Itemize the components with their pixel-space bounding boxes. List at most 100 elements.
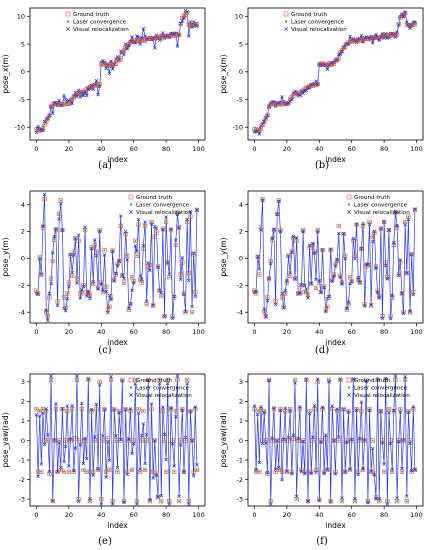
laser-convergence-point (129, 410, 132, 413)
visual-relocalization-point (265, 470, 270, 475)
ground-truth-point (307, 409, 312, 414)
laser-convergence-point (284, 410, 287, 413)
y-tick-label: 3 (21, 378, 25, 386)
ground-truth-point (141, 246, 146, 252)
visual-relocalization-point (42, 192, 47, 197)
visual-relocalization-point (41, 411, 45, 415)
visual-relocalization-point (177, 226, 181, 230)
visual-relocalization-point (348, 467, 352, 471)
ground-truth-point (121, 280, 127, 285)
visual-relocalization-point (81, 93, 86, 98)
legend-label: Visual relocalization (354, 393, 410, 399)
ground-truth-point (186, 271, 191, 276)
visual-relocalization-point (143, 461, 147, 466)
laser-convergence-point (72, 470, 75, 473)
visual-relocalization-point (96, 92, 100, 97)
laser-convergence-point (295, 498, 298, 501)
laser-convergence-point (38, 410, 41, 413)
scatter-chart-6: 0 20 40 60 80 100 -3 -2 -1 0 1 2 3 index pose_yaw(rad)… (219, 373, 424, 530)
legend-label: Laser convergence (354, 203, 408, 209)
laser-convergence-point (187, 272, 190, 275)
ground-truth-point (320, 248, 325, 253)
laser-convergence-point (195, 23, 198, 25)
visual-relocalization-point (273, 104, 278, 108)
ground-truth-point (339, 499, 345, 504)
ground-truth-point (401, 438, 406, 443)
ground-truth-point (343, 469, 348, 474)
ground-truth-point (181, 291, 187, 296)
visual-relocalization-point (257, 132, 262, 136)
legend-visual-marker (129, 210, 133, 214)
laser-convergence-point (163, 439, 166, 442)
visual-relocalization-point (383, 263, 388, 268)
visual-relocalization-point (371, 41, 375, 45)
laser-convergence-point (386, 500, 389, 503)
laser-convergence-point (404, 221, 407, 223)
x-tick-label: 80 (162, 511, 170, 519)
laser-convergence-point (105, 285, 108, 288)
visual-relocalization-point (112, 408, 117, 412)
visual-relocalization-point (154, 473, 159, 478)
ground-truth-point (47, 113, 52, 118)
laser-convergence-point (166, 378, 169, 381)
visual-relocalization-point (118, 437, 123, 442)
laser-convergence-point (181, 261, 184, 264)
ground-truth-point (183, 438, 188, 443)
ground-truth-point (386, 407, 392, 412)
visual-relocalization-point (122, 500, 126, 505)
visual-relocalization-point (187, 502, 191, 506)
visual-relocalization-point (165, 261, 170, 265)
visual-relocalization-point (115, 264, 120, 268)
visual-relocalization-point (336, 231, 341, 236)
laser-convergence-point (140, 439, 143, 442)
ground-truth-point (338, 273, 343, 278)
visual-relocalization-point (281, 306, 286, 310)
y-tick-label: 0 (21, 437, 25, 445)
laser-convergence-point (308, 246, 311, 249)
visual-relocalization-point (343, 257, 347, 261)
laser-convergence-point (384, 378, 387, 381)
visual-relocalization-point (55, 469, 60, 474)
visual-relocalization-point (371, 446, 375, 451)
visual-relocalization-point (257, 267, 262, 271)
visual-relocalization-point (125, 258, 129, 262)
laser-convergence-point (77, 239, 80, 242)
visual-relocalization-point (401, 438, 406, 442)
visual-relocalization-point (354, 408, 359, 413)
ground-truth-point (352, 253, 358, 258)
x-tick-label: 80 (380, 328, 388, 336)
visual-relocalization-point (375, 377, 380, 381)
visual-relocalization-point (312, 404, 317, 408)
y-tick-label: 4 (21, 201, 25, 209)
ground-truth-point (370, 234, 375, 239)
visual-relocalization-point (167, 502, 172, 506)
visual-relocalization-point (191, 251, 196, 255)
laser-convergence-point (352, 239, 355, 242)
laser-convergence-point (341, 500, 343, 503)
visual-relocalization-point (307, 243, 312, 248)
x-tick-label: 80 (162, 328, 170, 336)
visual-relocalization-point (140, 36, 144, 40)
visual-relocalization-point (49, 374, 53, 378)
ground-truth-point (185, 219, 190, 225)
y-axis-label: pose_x(m) (219, 54, 228, 93)
laser-convergence-point (277, 468, 280, 471)
plot-frame (247, 7, 424, 141)
ground-truth-point (48, 276, 54, 281)
ground-truth-point (300, 438, 306, 443)
ground-truth-point (107, 467, 112, 472)
laser-convergence-point (42, 408, 44, 411)
visual-relocalization-point (91, 87, 95, 91)
ground-truth-point (104, 284, 109, 289)
laser-convergence-point (59, 468, 62, 471)
ground-truth-point (378, 226, 383, 231)
laser-convergence-point (160, 500, 163, 503)
ground-truth-point (275, 211, 280, 216)
laser-convergence-point (136, 254, 138, 257)
laser-convergence-point (264, 439, 267, 442)
laser-convergence-point (389, 315, 392, 318)
laser-convergence-point (64, 305, 67, 308)
y-tick-label: -1 (237, 456, 243, 464)
ground-truth-point (157, 288, 162, 293)
visual-relocalization-point (36, 292, 40, 297)
